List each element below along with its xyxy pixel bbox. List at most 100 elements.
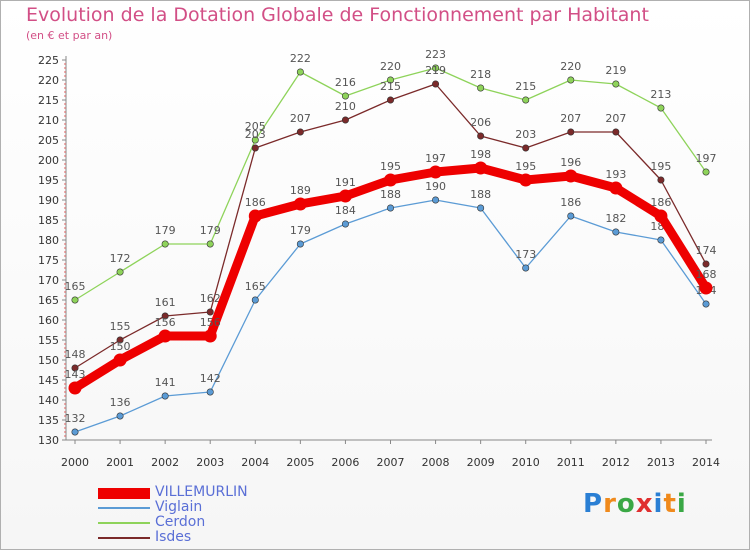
data-point [158,329,172,343]
x-tick-label: 2013 [647,456,675,469]
y-tick-label: 175 [38,254,59,267]
x-tick-label: 2003 [196,456,224,469]
data-point [702,300,710,308]
data-label: 136 [110,396,131,409]
data-point [203,329,217,343]
data-label: 207 [290,112,311,125]
data-point [296,68,304,76]
data-label: 218 [470,68,491,81]
data-point [116,268,124,276]
y-tick-label: 155 [38,334,59,347]
data-point [477,204,485,212]
x-tick-label: 2001 [106,456,134,469]
data-label: 210 [335,100,356,113]
data-label: 179 [290,224,311,237]
logo-letter: i [653,489,664,519]
data-label: 191 [335,176,356,189]
data-label: 168 [696,268,717,281]
data-point [522,264,530,272]
data-label: 198 [470,148,491,161]
logo-letter: i [676,489,687,519]
data-point [161,392,169,400]
series-villemurlin: 143 150 156 156 186 189 191 195 197 198 195 196 193 1… [65,148,717,395]
data-label: 162 [200,292,221,305]
data-label: 186 [560,196,581,209]
data-label: 155 [110,320,131,333]
y-tick-label: 160 [38,314,59,327]
chart-title: Evolution de la Dotation Globale de Fonc… [26,4,649,26]
y-tick-label: 195 [38,174,59,187]
data-label: 179 [155,224,176,237]
y-tick-label: 165 [38,294,59,307]
data-label: 186 [650,196,671,209]
data-point [567,128,575,136]
legend-label-isdes: Isdes [155,529,192,545]
data-point [206,240,214,248]
data-point [341,220,349,228]
y-tick-label: 180 [38,234,59,247]
data-point [432,64,440,72]
data-label: 189 [290,184,311,197]
series-isdes: 148 155 161 162 203 207 210 215 219 206 203 207 207 1… [65,64,717,372]
data-label: 203 [515,128,536,141]
data-label: 195 [380,160,401,173]
data-point [386,204,394,212]
data-point [68,381,82,395]
data-label: 161 [155,296,176,309]
data-point [71,364,79,372]
data-label: 197 [425,152,446,165]
x-tick-label: 2010 [512,456,540,469]
y-tick-label: 130 [38,434,59,447]
data-point [477,84,485,92]
data-label: 196 [560,156,581,169]
data-point [113,353,127,367]
legend-label-viglain: Viglain [155,499,203,515]
data-label: 174 [696,244,717,257]
data-point [341,92,349,100]
data-point [657,176,665,184]
series-cerdon: 165 172 179 179 205 222 216 220 223 218 215 220 219 2… [65,48,717,304]
data-point [296,240,304,248]
data-label: 172 [110,252,131,265]
data-point [206,308,214,316]
data-label: 197 [696,152,717,165]
data-point [386,96,394,104]
data-label: 190 [425,180,446,193]
data-point [657,104,665,112]
data-label: 215 [515,80,536,93]
y-tick-label: 220 [38,74,59,87]
data-point [206,388,214,396]
x-tick-label: 2004 [241,456,269,469]
data-point [612,128,620,136]
x-tick-label: 2011 [557,456,585,469]
y-tick-label: 225 [38,54,59,67]
data-label: 205 [245,120,266,133]
logo-letter: x [635,489,654,519]
data-label: 220 [380,60,401,73]
data-point [251,296,259,304]
data-point [429,165,443,179]
data-label: 179 [200,224,221,237]
data-point [161,240,169,248]
data-point [71,296,79,304]
x-tick-label: 2008 [422,456,450,469]
data-label: 142 [200,372,221,385]
data-point [116,412,124,420]
data-point [293,197,307,211]
legend-swatch-cerdon [98,522,150,524]
y-tick-label: 135 [38,414,59,427]
x-tick-label: 2005 [286,456,314,469]
data-label: 206 [470,116,491,129]
data-label: 188 [470,188,491,201]
data-label: 220 [560,60,581,73]
series-line [70,163,711,393]
legend-swatch-viglain [98,507,150,509]
x-tick-label: 2006 [331,456,359,469]
data-point [564,169,578,183]
data-point [386,76,394,84]
data-label: 222 [290,52,311,65]
data-label: 215 [380,80,401,93]
y-tick-label: 200 [38,154,59,167]
